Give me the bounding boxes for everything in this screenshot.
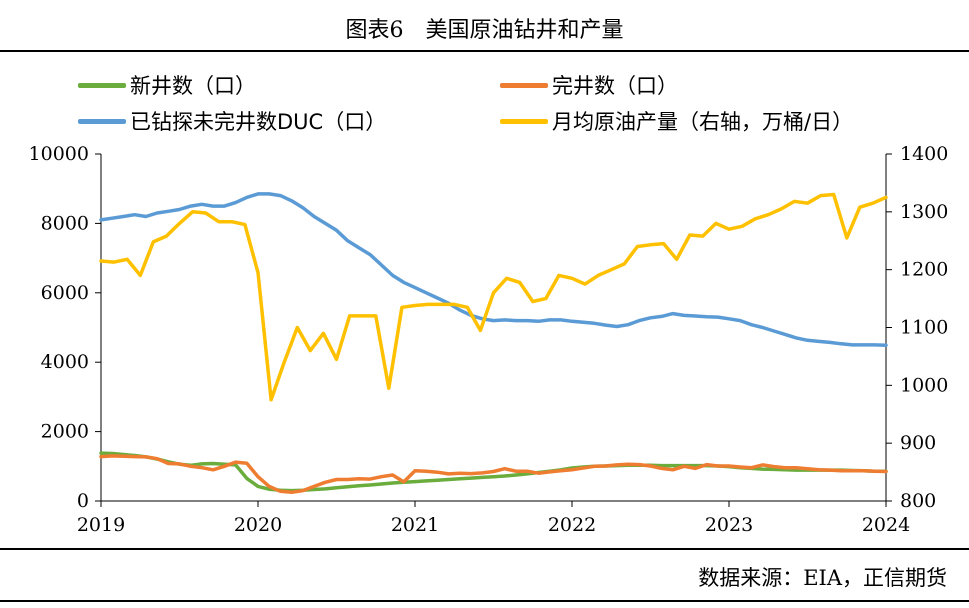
legend-swatch-completed-wells xyxy=(500,82,548,88)
left-tick-label: 2000 xyxy=(41,421,89,443)
left-tick-label: 4000 xyxy=(41,351,89,373)
legend-label-oil-production: 月均原油产量（右轴，万桶/日） xyxy=(552,110,854,134)
legend-item-duc: 已钻探未完井数DUC（口） xyxy=(78,106,386,136)
legend-label-duc: 已钻探未完井数DUC（口） xyxy=(130,110,387,134)
bottom-rule xyxy=(0,548,969,550)
legend-item-completed-wells: 完井数（口） xyxy=(500,70,678,100)
left-tick-label: 10000 xyxy=(29,143,89,165)
x-tick-label: 2020 xyxy=(234,514,282,536)
top-rule xyxy=(0,50,969,52)
legend-swatch-new-wells xyxy=(78,82,126,88)
left-tick-label: 0 xyxy=(77,490,89,512)
x-tick-label: 2022 xyxy=(548,514,596,536)
left-tick-label: 6000 xyxy=(41,282,89,304)
source-note: 数据来源：EIA，正信期货 xyxy=(698,566,947,590)
left-tick-label: 8000 xyxy=(41,212,89,234)
legend-swatch-oil-production xyxy=(500,118,548,124)
right-tick-label: 1100 xyxy=(900,317,948,339)
x-tick-label: 2024 xyxy=(862,514,910,536)
legend-label-completed-wells: 完井数（口） xyxy=(552,74,678,98)
legend-item-oil-production: 月均原油产量（右轴，万桶/日） xyxy=(500,106,853,136)
right-tick-label: 800 xyxy=(900,490,936,512)
right-tick-label: 1300 xyxy=(900,201,948,223)
x-tick-label: 2019 xyxy=(77,514,125,536)
right-tick-label: 1000 xyxy=(900,374,948,396)
legend-item-new-wells: 新井数（口） xyxy=(78,70,256,100)
chart-title: 图表6 美国原油钻井和产量 xyxy=(345,18,624,43)
x-tick-label: 2021 xyxy=(391,514,439,536)
series-line-2 xyxy=(99,192,888,347)
footer-rule xyxy=(0,600,969,602)
right-tick-label: 1200 xyxy=(900,259,948,281)
x-tick-label: 2023 xyxy=(705,514,753,536)
series-line-1 xyxy=(99,454,888,495)
right-tick-label: 900 xyxy=(900,432,936,454)
series-line-3 xyxy=(99,192,888,402)
legend-swatch-duc xyxy=(78,118,126,124)
legend-label-new-wells: 新井数（口） xyxy=(130,74,256,98)
right-tick-label: 1400 xyxy=(900,143,948,165)
